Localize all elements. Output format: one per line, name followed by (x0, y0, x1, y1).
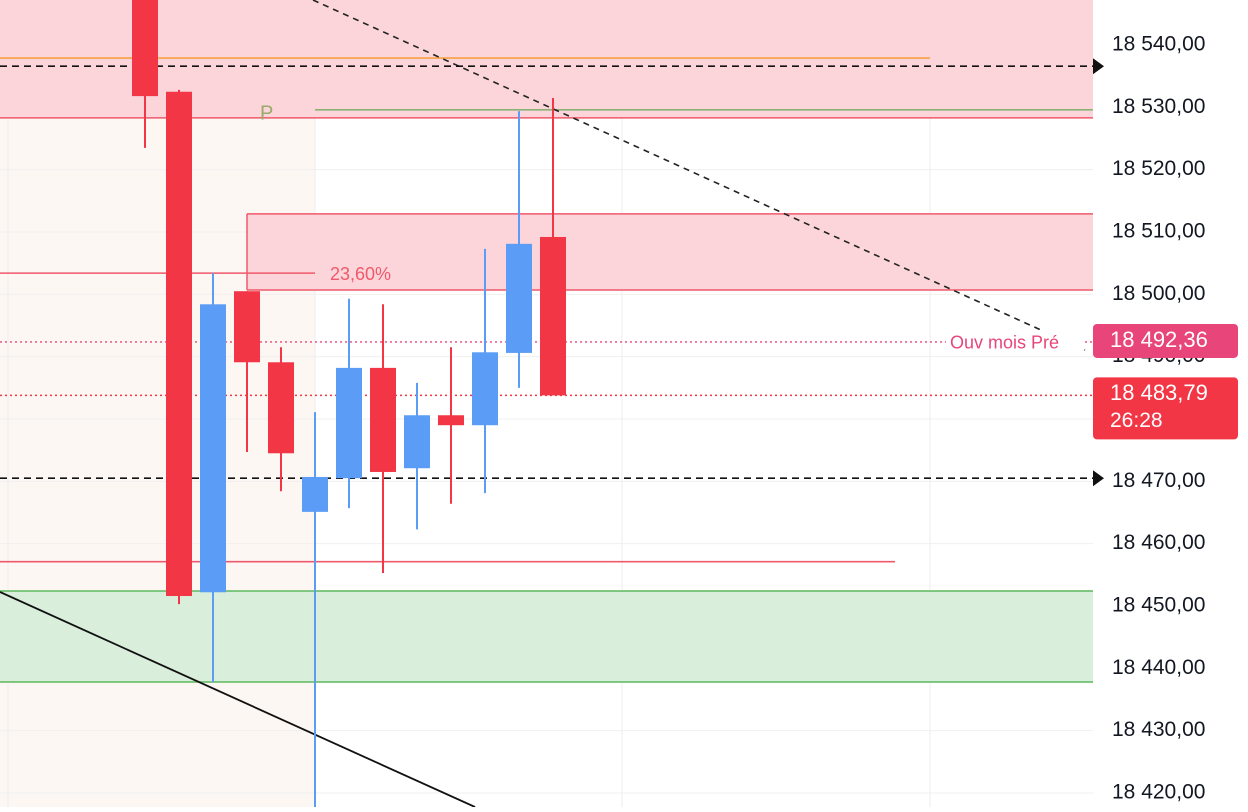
price-label: 18 492,36 (1110, 327, 1208, 352)
trend-line (0, 591, 476, 808)
candle-body (336, 367, 362, 479)
candle-body (166, 91, 192, 597)
fib-label: 23,60% (330, 264, 391, 284)
annot-bg (946, 329, 1084, 354)
y-tick-label: 18 470,00 (1112, 469, 1205, 492)
zone (0, 591, 1093, 683)
candle-body (234, 291, 260, 363)
candle-body (438, 415, 464, 426)
y-tick-label: 18 510,00 (1112, 220, 1205, 243)
candle-body (540, 236, 566, 396)
price-label-box (1093, 377, 1238, 440)
candle-body (472, 352, 498, 426)
y-tick-label: 18 430,00 (1112, 718, 1205, 741)
y-tick-label: 18 440,00 (1112, 656, 1205, 679)
price-label-box (1093, 323, 1238, 358)
y-tick-label: 18 460,00 (1112, 531, 1205, 554)
candle-body (302, 476, 328, 512)
countdown: 26:28 (1110, 409, 1163, 432)
zone (247, 213, 1093, 290)
month-open-label: Ouv mois Pré (950, 333, 1059, 353)
candle-body (132, 0, 158, 97)
y-tick-label: 18 520,00 (1112, 157, 1205, 180)
y-tick-label: 18 500,00 (1112, 282, 1205, 305)
candle-body (370, 367, 396, 472)
y-tick-label: 18 450,00 (1112, 594, 1205, 617)
pivot-label: P (260, 102, 273, 124)
y-tick-label: 18 530,00 (1112, 95, 1205, 118)
y-tick-label: 18 420,00 (1112, 781, 1205, 804)
candle-body (268, 362, 294, 454)
level-arrow (1093, 58, 1104, 75)
price-label: 18 483,79 (1110, 380, 1208, 405)
zone (0, 0, 1093, 118)
candle-body (506, 243, 532, 353)
y-tick-label: 18 540,00 (1112, 33, 1205, 56)
candle-body (200, 304, 226, 593)
trend-line (312, 0, 1086, 351)
candle-body (404, 415, 430, 469)
level-arrow (1093, 470, 1104, 487)
